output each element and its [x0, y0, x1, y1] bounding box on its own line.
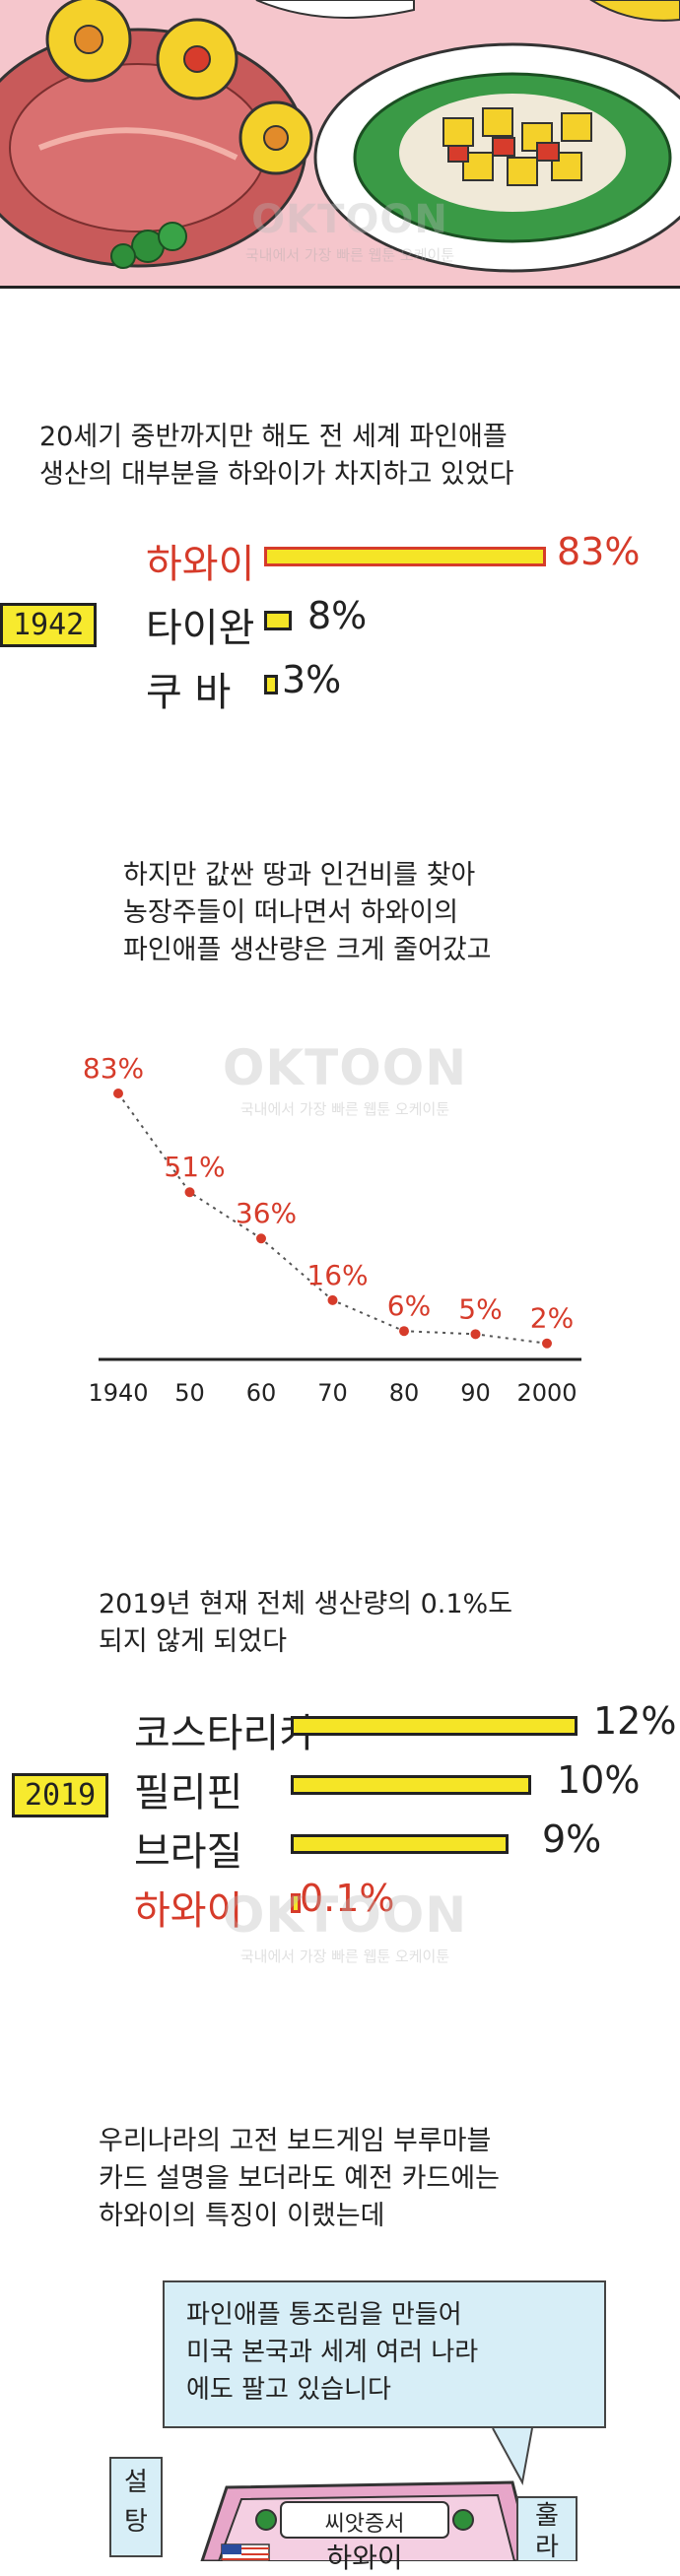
watermark: OKTOON 국내에서 가장 빠른 웹툰 오케이툰 — [217, 197, 483, 265]
left-tag-char: 탕 — [124, 2507, 148, 2537]
watermark-brand: OKTOON — [222, 1886, 468, 1944]
watermark: OKTOON 국내에서 가장 빠른 웹툰 오케이툰 — [207, 1039, 483, 1119]
x-tick-label: 70 — [317, 1379, 348, 1407]
data-point — [113, 1089, 123, 1098]
data-point — [256, 1233, 266, 1244]
top-illustration-panel: OKTOON 국내에서 가장 빠른 웹툰 오케이툰 — [0, 0, 680, 286]
data-point — [184, 1187, 195, 1198]
right-tag-card — [516, 2496, 578, 2561]
bar-cuba — [264, 675, 278, 694]
food-illustration — [0, 0, 680, 273]
caption-line: 20세기 중반까지만 해도 전 세계 파인애플 — [39, 422, 508, 452]
bar-costa-rica — [291, 1716, 578, 1736]
data-label: 16% — [306, 1259, 368, 1291]
bar-value-costa-rica: 12% — [593, 1699, 677, 1743]
right-tag: 훌 라 춤 — [517, 2500, 577, 2561]
bar-label-brazil: 브라질 — [134, 1829, 243, 1875]
section4-caption: 우리나라의 고전 보드게임 부루마블 카드 설명을 보더라도 예전 카드에는 하… — [99, 2123, 500, 2235]
data-label: 36% — [236, 1197, 297, 1229]
x-tick-label: 90 — [460, 1379, 491, 1407]
watermark-brand: OKTOON — [251, 197, 448, 242]
left-tag-char: 설 — [124, 2468, 148, 2497]
data-label: 5% — [458, 1292, 502, 1325]
caption-line: 하와이의 특징이 이랬는데 — [99, 2201, 385, 2231]
section2-caption: 하지만 값싼 땅과 인건비를 찾아 농장주들이 떠나면서 하와이의 파인애플 생… — [123, 857, 492, 969]
bar-value-philippines: 10% — [557, 1758, 641, 1802]
watermark-brand: OKTOON — [222, 1039, 468, 1096]
bar-value-brazil: 9% — [542, 1817, 602, 1861]
caption-line: 2019년 현재 전체 생산량의 0.1%도 — [99, 1589, 513, 1619]
bar-value-taiwan: 8% — [307, 594, 368, 637]
data-label: 83% — [83, 1052, 144, 1085]
watermark: OKTOON 국내에서 가장 빠른 웹툰 오케이툰 — [207, 1886, 483, 1966]
caption-line: 생산의 대부분을 하와이가 차지하고 있었다 — [39, 459, 514, 490]
bar-value-hawaii: 83% — [557, 530, 641, 573]
data-point — [399, 1326, 409, 1337]
bar-label-taiwan: 타이완 — [146, 606, 255, 651]
x-tick-label: 1940 — [88, 1379, 148, 1407]
watermark-tagline: 국내에서 가장 빠른 웹툰 오케이툰 — [244, 246, 455, 264]
bar-hawaii — [264, 547, 546, 566]
caption-line: 파인애플 생산량은 크게 줄어갔고 — [123, 935, 492, 965]
caption-line: 하지만 값싼 땅과 인건비를 찾아 — [123, 860, 476, 891]
data-point — [327, 1294, 338, 1305]
bar-value-cuba: 3% — [282, 658, 342, 701]
bar-brazil — [291, 1834, 509, 1854]
bar-label-philippines: 필리핀 — [134, 1770, 243, 1816]
bar-label-hawaii-2019: 하와이 — [134, 1888, 243, 1934]
caption-line: 카드 설명을 보더라도 예전 카드에는 — [99, 2163, 500, 2194]
us-flag-icon — [221, 2543, 270, 2561]
year-badge-1942: 1942 — [0, 603, 98, 647]
section1-caption: 20세기 중반까지만 해도 전 세계 파인애플 생산의 대부분을 하와이가 차지… — [39, 419, 513, 494]
watermark-tagline: 국내에서 가장 빠른 웹툰 오케이툰 — [239, 1948, 450, 1965]
left-tag: 설 탕 — [110, 2463, 162, 2542]
data-point — [470, 1329, 481, 1340]
x-tick-label: 80 — [389, 1379, 420, 1407]
board-game-card-illustration — [109, 2428, 578, 2561]
right-tag-char: 훌 — [535, 2501, 559, 2531]
deed-title-banner — [280, 2501, 449, 2539]
bar-label-cuba: 쿠 바 — [146, 670, 232, 715]
data-label: 6% — [387, 1289, 431, 1322]
caption-line: 우리나라의 고전 보드게임 부루마블 — [99, 2126, 492, 2156]
data-point — [542, 1338, 552, 1349]
speech-box: 파인애플 통조림을 만들어 미국 본국과 세계 여러 나라 에도 팔고 있습니다 — [163, 2280, 606, 2428]
card-text-line: 에도 팔고 있습니다 — [186, 2375, 391, 2405]
caption-line: 되지 않게 되었다 — [99, 1626, 288, 1657]
bar-philippines — [291, 1775, 531, 1795]
data-label: 2% — [530, 1302, 574, 1335]
production-line-chart: 83% 1940 51% 50 36% 60 16% 70 6% 80 5% 90 2% 2000 — [83, 1052, 581, 1407]
bar-hawaii-2019 — [291, 1893, 301, 1913]
bar-label-hawaii: 하와이 — [146, 542, 255, 587]
bar-taiwan — [264, 611, 292, 630]
deed-title: 씨앗증서 — [324, 2512, 405, 2537]
card-text-line: 미국 본국과 세계 여러 나라 — [186, 2338, 479, 2367]
x-tick-label: 2000 — [516, 1379, 577, 1407]
x-tick-label: 60 — [246, 1379, 277, 1407]
section3-caption: 2019년 현재 전체 생산량의 0.1%도 되지 않게 되었다 — [99, 1586, 512, 1661]
panel-divider — [0, 286, 680, 289]
watermark-tagline: 국내에서 가장 빠른 웹툰 오케이툰 — [239, 1100, 450, 1118]
deed-name: 하와이 — [326, 2542, 403, 2574]
year-badge-2019: 2019 — [12, 1773, 109, 1817]
card-text-line: 파인애플 통조림을 만들어 — [186, 2300, 462, 2330]
data-label: 51% — [164, 1151, 225, 1183]
left-tag-card — [109, 2457, 163, 2557]
x-tick-label: 50 — [174, 1379, 205, 1407]
caption-line: 농장주들이 떠나면서 하와이의 — [123, 897, 459, 928]
bar-label-costa-rica: 코스타리카 — [134, 1711, 315, 1756]
right-tag-char: 라 — [535, 2533, 559, 2561]
bar-value-hawaii-2019: 0.1% — [300, 1877, 395, 1920]
